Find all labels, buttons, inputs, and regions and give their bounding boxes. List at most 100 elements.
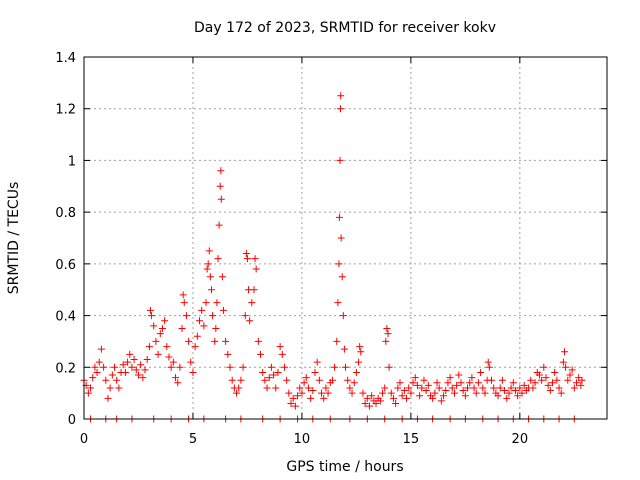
data-point [474, 379, 482, 387]
data-point [108, 371, 116, 379]
data-point [296, 384, 304, 392]
data-point [376, 397, 384, 405]
data-point [485, 363, 493, 371]
data-point [379, 389, 387, 397]
data-point [498, 376, 506, 384]
data-point [248, 299, 256, 307]
data-point [484, 358, 492, 366]
data-point [344, 376, 352, 384]
x-tick-label: 0 [80, 432, 88, 447]
data-point [182, 312, 190, 320]
data-point [540, 363, 548, 371]
data-point [568, 366, 576, 374]
data-point [254, 337, 262, 345]
data-point [385, 363, 393, 371]
data-point [507, 384, 515, 392]
data-point [442, 387, 450, 395]
data-point [251, 255, 259, 263]
data-point [320, 394, 328, 402]
data-point [342, 363, 349, 371]
data-point [331, 363, 339, 371]
data-point [557, 389, 565, 397]
data-point [324, 389, 332, 397]
y-tick-label: 0.2 [55, 361, 76, 376]
data-point [243, 255, 251, 263]
data-point [503, 394, 511, 402]
data-point [272, 384, 280, 392]
data-point [207, 286, 215, 294]
data-point [119, 361, 127, 369]
data-point [368, 392, 376, 400]
data-point [148, 312, 156, 320]
data-point [405, 384, 413, 392]
data-point [158, 325, 166, 332]
data-point [363, 394, 371, 402]
data-point [490, 384, 498, 392]
y-tick-label: 0 [68, 413, 76, 428]
data-point [387, 389, 395, 397]
data-point [191, 343, 199, 351]
data-point [496, 384, 504, 392]
data-point [217, 195, 225, 203]
data-point [156, 330, 164, 338]
data-point [270, 371, 278, 379]
axis-ticks: 0 0.2 0.4 0.6 0.8 1 1.2 1.4 0 5 10 15 20 [55, 51, 607, 447]
data-point [424, 381, 432, 389]
data-point [143, 356, 151, 364]
data-point [211, 337, 219, 345]
data-point [137, 361, 145, 369]
data-point [384, 330, 392, 338]
x-tick-label: 20 [512, 432, 529, 447]
data-point [263, 384, 271, 392]
data-point [416, 392, 424, 400]
data-point [315, 376, 323, 384]
data-point [359, 389, 367, 397]
data-point [407, 389, 415, 397]
data-point [213, 299, 221, 307]
data-point [453, 381, 461, 389]
data-point [572, 379, 580, 387]
data-point [400, 387, 408, 395]
data-point [411, 374, 419, 382]
data-point [479, 384, 487, 392]
data-point [328, 376, 336, 384]
data-point [172, 374, 180, 382]
data-point [141, 366, 149, 374]
data-point [113, 376, 121, 384]
data-point [291, 402, 299, 410]
data-point [346, 384, 354, 392]
data-point [505, 389, 513, 397]
data-point [372, 399, 380, 407]
data-point [294, 392, 302, 400]
data-point [546, 387, 554, 395]
data-point [544, 381, 552, 389]
data-point [551, 368, 559, 376]
data-point [318, 389, 326, 397]
data-point [392, 399, 400, 407]
data-point [209, 312, 217, 320]
data-point [252, 265, 260, 273]
data-point [111, 363, 119, 371]
data-point [383, 325, 391, 332]
data-point [167, 363, 175, 371]
data-point [106, 384, 114, 392]
data-point [437, 397, 445, 405]
data-point [355, 358, 363, 366]
data-point [93, 368, 101, 376]
y-axis-label: SRMTID / TECUs [6, 182, 22, 295]
data-point [259, 368, 267, 376]
data-point [193, 332, 201, 340]
data-point [538, 376, 546, 384]
data-point [139, 374, 147, 382]
data-point [488, 376, 496, 384]
data-point [472, 389, 480, 397]
data-point [468, 374, 476, 382]
data-point [205, 247, 213, 255]
data-point [577, 381, 585, 389]
data-point [336, 105, 344, 113]
data-point [165, 353, 173, 361]
chart-title: Day 172 of 2023, SRMTID for receiver kok… [194, 20, 496, 36]
data-point [278, 350, 286, 358]
data-point [241, 312, 249, 320]
data-point [518, 389, 526, 397]
